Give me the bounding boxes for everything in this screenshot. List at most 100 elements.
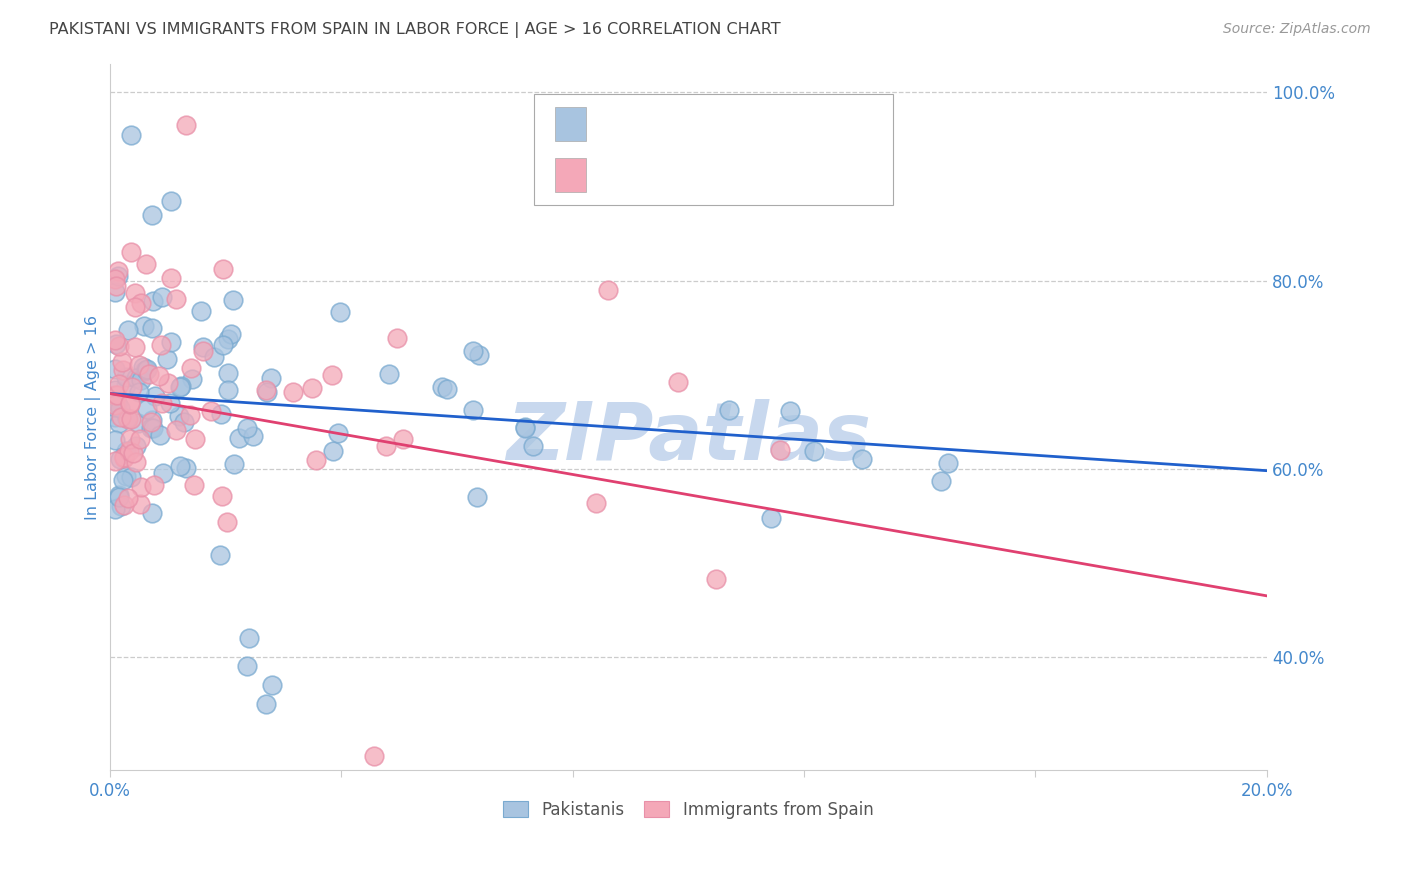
Point bbox=[117, 491, 139, 505]
Text: N =: N = bbox=[721, 166, 755, 184]
Point bbox=[120, 128, 142, 142]
Text: PAKISTANI VS IMMIGRANTS FROM SPAIN IN LABOR FORCE | AGE > 16 CORRELATION CHART: PAKISTANI VS IMMIGRANTS FROM SPAIN IN LA… bbox=[49, 22, 780, 38]
Text: R =: R = bbox=[598, 115, 631, 133]
Point bbox=[929, 475, 952, 489]
Point bbox=[120, 470, 142, 484]
Point bbox=[165, 293, 187, 307]
Y-axis label: In Labor Force | Age > 16: In Labor Force | Age > 16 bbox=[86, 315, 101, 519]
Point bbox=[105, 395, 128, 409]
Point bbox=[217, 515, 239, 529]
Point bbox=[236, 659, 259, 673]
Point bbox=[217, 332, 239, 346]
Point bbox=[180, 360, 202, 375]
Point bbox=[141, 413, 163, 427]
Legend: Pakistanis, Immigrants from Spain: Pakistanis, Immigrants from Spain bbox=[496, 794, 880, 825]
Point bbox=[191, 340, 214, 354]
Point bbox=[120, 412, 142, 426]
Point bbox=[104, 272, 127, 286]
Point bbox=[174, 118, 197, 132]
Point bbox=[228, 431, 250, 445]
Point bbox=[322, 444, 344, 458]
Point bbox=[169, 380, 191, 394]
Point bbox=[149, 338, 172, 352]
Point bbox=[156, 376, 179, 391]
Point bbox=[132, 360, 155, 375]
Point bbox=[115, 444, 138, 458]
Point bbox=[851, 452, 873, 467]
Point bbox=[165, 423, 187, 437]
Point bbox=[181, 371, 204, 385]
Text: R =: R = bbox=[598, 166, 631, 184]
Text: -0.123: -0.123 bbox=[640, 115, 704, 133]
Point bbox=[173, 415, 195, 429]
Point bbox=[104, 333, 127, 347]
Point bbox=[190, 304, 212, 318]
Point bbox=[135, 257, 157, 271]
Point bbox=[936, 456, 959, 470]
Point bbox=[152, 466, 174, 480]
Point bbox=[129, 373, 152, 387]
Point bbox=[104, 361, 127, 376]
Point bbox=[391, 433, 413, 447]
Point bbox=[363, 748, 385, 763]
Point bbox=[143, 388, 166, 402]
Point bbox=[142, 294, 165, 309]
Point bbox=[110, 409, 132, 424]
Point bbox=[104, 400, 127, 414]
Point bbox=[217, 367, 239, 381]
Point bbox=[150, 290, 173, 304]
Point bbox=[138, 367, 160, 381]
Point bbox=[108, 417, 131, 431]
Point bbox=[301, 381, 323, 395]
Point bbox=[238, 631, 260, 645]
Point bbox=[143, 478, 166, 492]
Point bbox=[254, 697, 277, 711]
Point bbox=[141, 321, 163, 335]
Point bbox=[104, 383, 127, 397]
Point bbox=[212, 261, 235, 276]
Point bbox=[461, 403, 484, 417]
Point bbox=[598, 283, 620, 297]
Point bbox=[159, 396, 181, 410]
Point bbox=[141, 208, 163, 222]
Point bbox=[128, 385, 150, 400]
Point bbox=[260, 678, 283, 692]
Point bbox=[121, 380, 143, 394]
Point bbox=[118, 432, 141, 446]
Point bbox=[124, 286, 146, 301]
Point bbox=[136, 361, 159, 376]
Point bbox=[374, 439, 396, 453]
Point bbox=[128, 358, 150, 372]
Point bbox=[159, 194, 181, 208]
Point bbox=[179, 408, 201, 422]
Point bbox=[260, 371, 283, 385]
Point bbox=[117, 323, 139, 337]
Point bbox=[430, 379, 453, 393]
Point bbox=[129, 296, 152, 310]
Point bbox=[111, 363, 134, 377]
Point bbox=[107, 396, 129, 410]
Point bbox=[779, 404, 801, 418]
Point bbox=[465, 490, 488, 504]
Point bbox=[107, 264, 129, 278]
Point bbox=[127, 417, 149, 431]
Point bbox=[104, 285, 127, 300]
Point bbox=[436, 382, 458, 396]
Point bbox=[160, 335, 183, 350]
Point bbox=[108, 338, 131, 352]
Point bbox=[169, 458, 191, 473]
Point bbox=[759, 510, 782, 524]
Point bbox=[461, 343, 484, 358]
Point bbox=[125, 439, 148, 453]
Text: -0.330: -0.330 bbox=[640, 166, 704, 184]
Point bbox=[104, 410, 127, 425]
Point bbox=[120, 244, 142, 259]
Point bbox=[117, 444, 139, 458]
Point bbox=[305, 452, 328, 467]
Point bbox=[112, 498, 135, 512]
Text: 70: 70 bbox=[763, 166, 789, 184]
Point bbox=[107, 268, 129, 283]
Point bbox=[141, 415, 163, 429]
Point bbox=[104, 388, 127, 402]
Point bbox=[170, 379, 193, 393]
